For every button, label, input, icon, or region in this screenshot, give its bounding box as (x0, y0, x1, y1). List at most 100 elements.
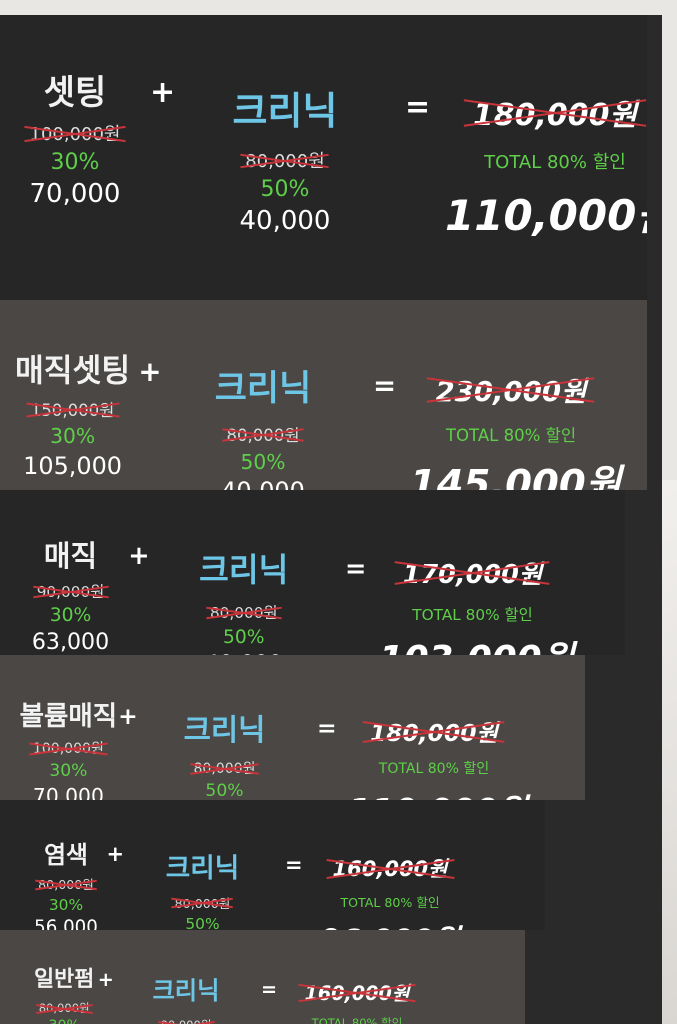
line: 230,000원 (410, 369, 612, 409)
service-name: 일반펌 (34, 967, 95, 992)
total-discount: TOTAL 80% 할인 (340, 895, 440, 911)
service-discount: 30% (49, 604, 92, 626)
line: 150,000원 (8, 397, 137, 421)
service-name: 매직셋팅 (15, 353, 131, 389)
price-row: 볼륨매직100,000원30%70,000+크리닉80,000원50%40,00… (0, 655, 585, 800)
clinic-original-price: 80,000원 (193, 758, 255, 778)
service-price: 63,000 (31, 629, 110, 655)
price-row: 일반펌80,000원30%35,000+크리닉80,000원50%40,000=… (0, 930, 525, 1024)
line: 80,000원 (180, 601, 308, 623)
equals-sign: = (373, 369, 397, 402)
line: 180,000원 (348, 714, 520, 748)
service-original-price: 80,000원 (38, 874, 94, 893)
service-name: 볼륨매직 (19, 701, 118, 732)
clinic-price: 40,000 (180, 651, 308, 655)
clinic-original-price: 80,000원 (175, 893, 231, 912)
line: 160,000원 (287, 978, 428, 1006)
plus-sign: + (150, 75, 176, 110)
plus-sign: + (118, 701, 138, 730)
line: 100,000원 (5, 120, 145, 146)
service-discount: 30% (50, 150, 100, 175)
service-discount: 30% (50, 424, 96, 449)
total-price: 103,000원 (379, 631, 574, 655)
total-original-price: 180,000원 (473, 90, 637, 134)
service-price: 105,000 (23, 451, 123, 480)
service-column: 볼륨매직 100,000원 30% 70,000 (14, 694, 123, 800)
service-original-price: 90,000원 (37, 580, 105, 602)
price-row: 염색80,000원30%56,000+크리닉80,000원50%40,000=1… (0, 800, 545, 930)
clinic-name: 크리닉 (183, 711, 266, 747)
total-original-price: 160,000원 (304, 978, 409, 1006)
total-column: 230,000원 TOTAL 80% 할인 145,000원 (409, 369, 622, 490)
line: 80,000원 (150, 893, 255, 912)
line: 80,000원 (138, 1014, 234, 1024)
line: 170,000원 (379, 554, 566, 591)
total-price: 110,000원 (445, 191, 647, 240)
clinic-price: 40,000 (239, 206, 331, 236)
total-column: 170,000원 TOTAL 80% 할인 103,000원 (379, 554, 574, 655)
clinic-original-price: 80,000원 (161, 1017, 212, 1024)
clinic-price: 40,000 (194, 477, 332, 490)
equals-sign: = (317, 713, 337, 742)
plus-sign: + (138, 355, 162, 389)
line: 90,000원 (11, 580, 130, 602)
total-discount: TOTAL 80% 할인 (412, 605, 533, 624)
clinic-name: 크리닉 (232, 89, 338, 133)
line: 180,000원 (445, 90, 647, 134)
total-original-price: 170,000원 (403, 554, 543, 591)
clinic-discount: 50% (260, 177, 310, 202)
clinic-column: 크리닉 80,000원 50% 40,000 (194, 360, 332, 490)
service-column: 셋팅 100,000원 30% 70,000 (5, 65, 145, 209)
clinic-original-price: 80,000원 (245, 147, 325, 173)
total-price: 110,000원 (348, 785, 527, 800)
equals-sign: = (345, 553, 367, 584)
service-discount: 30% (48, 895, 84, 914)
price-banner: 셋팅 100,000원 30% 70,000 + 크리닉 80,000원 50% 40,000 =… (0, 15, 662, 1024)
line: 80,000원 (210, 147, 360, 173)
service-name: 매직 (43, 538, 98, 573)
equals-sign: = (261, 978, 278, 1001)
service-original-price: 80,000원 (38, 1000, 90, 1015)
service-original-price: 100,000원 (33, 738, 104, 758)
service-column: 매직 90,000원 30% 63,000 (11, 533, 130, 656)
service-column: 매직셋팅 150,000원 30% 105,000 (8, 346, 137, 480)
total-column: 180,000원 TOTAL 80% 할인 110,000원 (348, 714, 527, 801)
equals-sign: = (285, 852, 303, 877)
total-price: 145,000원 (409, 462, 622, 490)
service-original-price: 150,000원 (31, 397, 115, 421)
line: 80,000원 (194, 422, 332, 446)
price-row: 매직셋팅 150,000원 30%105,000 + 크리닉 80,000원 50% 40,0… (0, 300, 647, 490)
plus-sign: + (97, 968, 114, 992)
total-discount: TOTAL 80% 할인 (311, 1015, 403, 1024)
equals-sign: = (405, 90, 431, 125)
clinic-original-price: 80,000원 (210, 601, 278, 623)
total-price: 96,000원 (313, 917, 467, 930)
clinic-name: 크리닉 (199, 551, 289, 590)
total-original-price: 230,000원 (435, 369, 586, 409)
total-original-price: 160,000원 (333, 853, 448, 883)
clinic-column: 크리닉 80,000원 50% 40,000 (210, 80, 360, 236)
clinic-discount: 50% (240, 449, 286, 474)
total-discount: TOTAL 80% 할인 (378, 761, 490, 778)
clinic-name: 크리닉 (214, 368, 312, 409)
clinic-discount: 50% (205, 781, 244, 800)
service-name: 셋팅 (43, 73, 107, 113)
service-name: 염색 (44, 841, 88, 869)
total-discount: TOTAL 80% 할인 (445, 425, 577, 445)
service-price: 70,000 (32, 783, 104, 800)
total-column: 180,000원 TOTAL 80% 할인 110,000원 (445, 90, 647, 243)
line: 100,000원 (14, 738, 123, 758)
service-price: 56,000 (34, 916, 98, 930)
service-price: 70,000 (29, 179, 121, 209)
service-column: 염색 80,000원 30% 56,000 (17, 835, 115, 930)
plus-sign: + (128, 541, 150, 571)
clinic-name: 크리닉 (152, 975, 220, 1005)
line: 80,000원 (19, 997, 109, 1016)
clinic-name: 크리닉 (165, 852, 240, 884)
